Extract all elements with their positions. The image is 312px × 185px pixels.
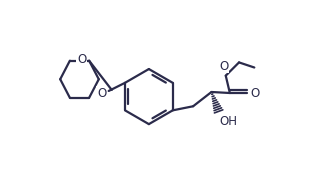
Text: OH: OH — [220, 115, 238, 128]
Text: O: O — [97, 87, 106, 100]
Text: O: O — [250, 87, 260, 100]
Text: O: O — [77, 53, 86, 66]
Text: O: O — [219, 60, 228, 73]
